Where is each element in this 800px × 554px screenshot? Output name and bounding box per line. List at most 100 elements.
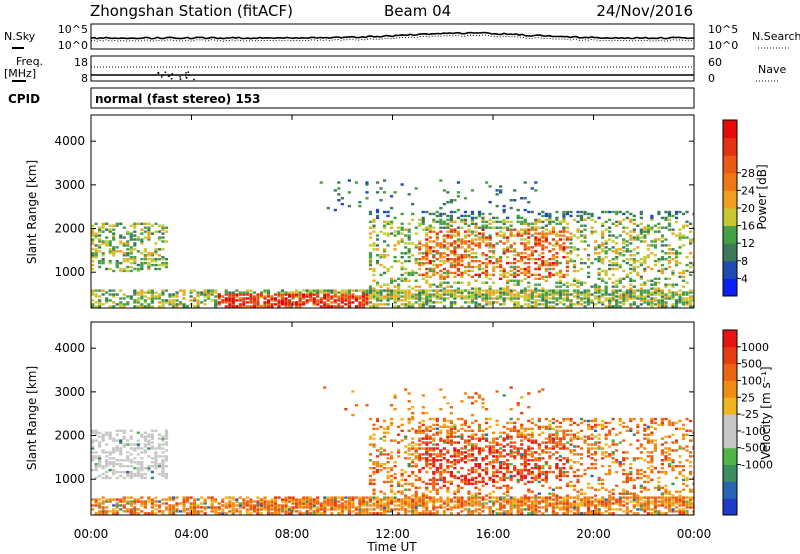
heatmap-cell bbox=[150, 232, 154, 235]
heatmap-cell bbox=[481, 226, 485, 229]
heatmap-cell bbox=[203, 291, 207, 294]
heatmap-cell bbox=[650, 244, 654, 247]
heatmap-cell bbox=[470, 443, 475, 446]
heatmap-cell bbox=[555, 259, 559, 263]
heatmap-cell bbox=[105, 244, 109, 247]
heatmap-cell bbox=[474, 496, 478, 499]
heatmap-cell bbox=[389, 297, 394, 300]
heatmap-cell bbox=[133, 226, 137, 229]
heatmap-cell bbox=[446, 502, 450, 505]
heatmap-cell bbox=[108, 244, 112, 247]
heatmap-cell bbox=[495, 216, 499, 220]
heatmap-cell bbox=[98, 246, 102, 249]
heatmap-cell bbox=[481, 212, 485, 216]
heatmap-cell bbox=[555, 431, 559, 434]
heatmap-cell bbox=[140, 466, 144, 470]
y-tick-label: 3000 bbox=[54, 178, 85, 192]
heatmap-cell bbox=[91, 457, 95, 460]
heatmap-cell bbox=[439, 179, 443, 182]
heatmap-cell bbox=[108, 299, 112, 302]
heatmap-cell bbox=[467, 439, 471, 442]
heatmap-cell bbox=[105, 299, 109, 302]
heatmap-cell bbox=[266, 512, 271, 515]
heatmap-cell bbox=[238, 502, 242, 505]
heatmap-cell bbox=[94, 248, 98, 251]
heatmap-cell bbox=[91, 293, 95, 296]
heatmap-cell bbox=[379, 297, 383, 300]
heatmap-cell bbox=[460, 293, 464, 296]
heatmap-cell bbox=[105, 476, 109, 480]
heatmap-cell bbox=[287, 510, 292, 513]
heatmap-cell bbox=[397, 295, 401, 298]
heatmap-cell bbox=[389, 417, 394, 421]
heatmap-cell bbox=[442, 256, 446, 259]
heatmap-cell bbox=[551, 263, 555, 267]
heatmap-cell bbox=[569, 293, 573, 296]
heatmap-cell bbox=[389, 457, 394, 460]
heatmap-cell bbox=[516, 504, 520, 507]
heatmap-cell bbox=[488, 222, 492, 225]
heatmap-cell bbox=[150, 502, 154, 505]
heatmap-cell bbox=[520, 279, 524, 282]
heatmap-cell bbox=[667, 297, 672, 300]
heatmap-cell bbox=[446, 271, 450, 275]
heatmap-cell bbox=[435, 289, 439, 292]
heatmap-cell bbox=[534, 502, 538, 505]
heatmap-cell bbox=[456, 191, 461, 194]
heatmap-cell bbox=[463, 236, 468, 239]
heatmap-cell bbox=[629, 250, 633, 253]
heatmap-cell bbox=[140, 293, 144, 296]
heatmap-cell bbox=[548, 263, 552, 267]
heatmap-cell bbox=[484, 293, 489, 296]
heatmap-cell bbox=[411, 472, 415, 476]
heatmap-cell bbox=[407, 252, 411, 255]
heatmap-cell bbox=[435, 490, 439, 493]
heatmap-cell bbox=[477, 492, 482, 495]
heatmap-cell bbox=[491, 441, 496, 444]
heatmap-cell bbox=[449, 500, 453, 503]
heatmap-cell bbox=[657, 291, 661, 294]
heatmap-cell bbox=[98, 265, 102, 269]
heatmap-cell bbox=[400, 277, 404, 281]
heatmap-cell bbox=[175, 293, 179, 296]
heatmap-cell bbox=[361, 303, 366, 306]
heatmap-cell bbox=[502, 484, 506, 488]
heatmap-cell bbox=[112, 449, 116, 452]
heatmap-cell bbox=[214, 506, 218, 509]
heatmap-cell bbox=[91, 252, 95, 255]
heatmap-cell bbox=[446, 297, 450, 300]
heatmap-cell bbox=[565, 484, 570, 488]
heatmap-cell bbox=[597, 508, 601, 511]
heatmap-cell bbox=[266, 293, 271, 296]
heatmap-cell bbox=[558, 293, 563, 296]
heatmap-cell bbox=[150, 293, 154, 296]
heatmap-cell bbox=[569, 449, 573, 452]
heatmap-cell bbox=[569, 252, 573, 255]
heatmap-cell bbox=[105, 301, 109, 304]
heatmap-cell bbox=[428, 459, 432, 462]
heatmap-cell bbox=[688, 291, 693, 294]
heatmap-cell bbox=[499, 263, 503, 267]
heatmap-cell bbox=[548, 504, 552, 507]
heatmap-cell bbox=[558, 496, 563, 499]
heatmap-cell bbox=[375, 470, 380, 474]
heatmap-cell bbox=[671, 228, 675, 231]
heatmap-cell bbox=[164, 226, 169, 229]
heatmap-cell bbox=[688, 301, 693, 304]
heatmap-cell bbox=[460, 226, 464, 229]
heatmap-cell bbox=[513, 289, 517, 292]
heatmap-cell bbox=[214, 291, 218, 294]
heatmap-cell bbox=[323, 504, 327, 507]
heatmap-cell bbox=[639, 261, 643, 265]
heatmap-cell bbox=[474, 459, 478, 462]
heatmap-cell bbox=[122, 476, 126, 480]
heatmap-cell bbox=[562, 457, 566, 460]
heatmap-cell bbox=[421, 457, 425, 460]
heatmap-cell bbox=[298, 301, 302, 304]
heatmap-cell bbox=[657, 303, 661, 306]
heatmap-cell bbox=[98, 295, 102, 298]
heatmap-cell bbox=[601, 279, 605, 282]
heatmap-cell bbox=[136, 299, 140, 302]
heatmap-cell bbox=[319, 299, 323, 302]
heatmap-cell bbox=[411, 406, 415, 409]
